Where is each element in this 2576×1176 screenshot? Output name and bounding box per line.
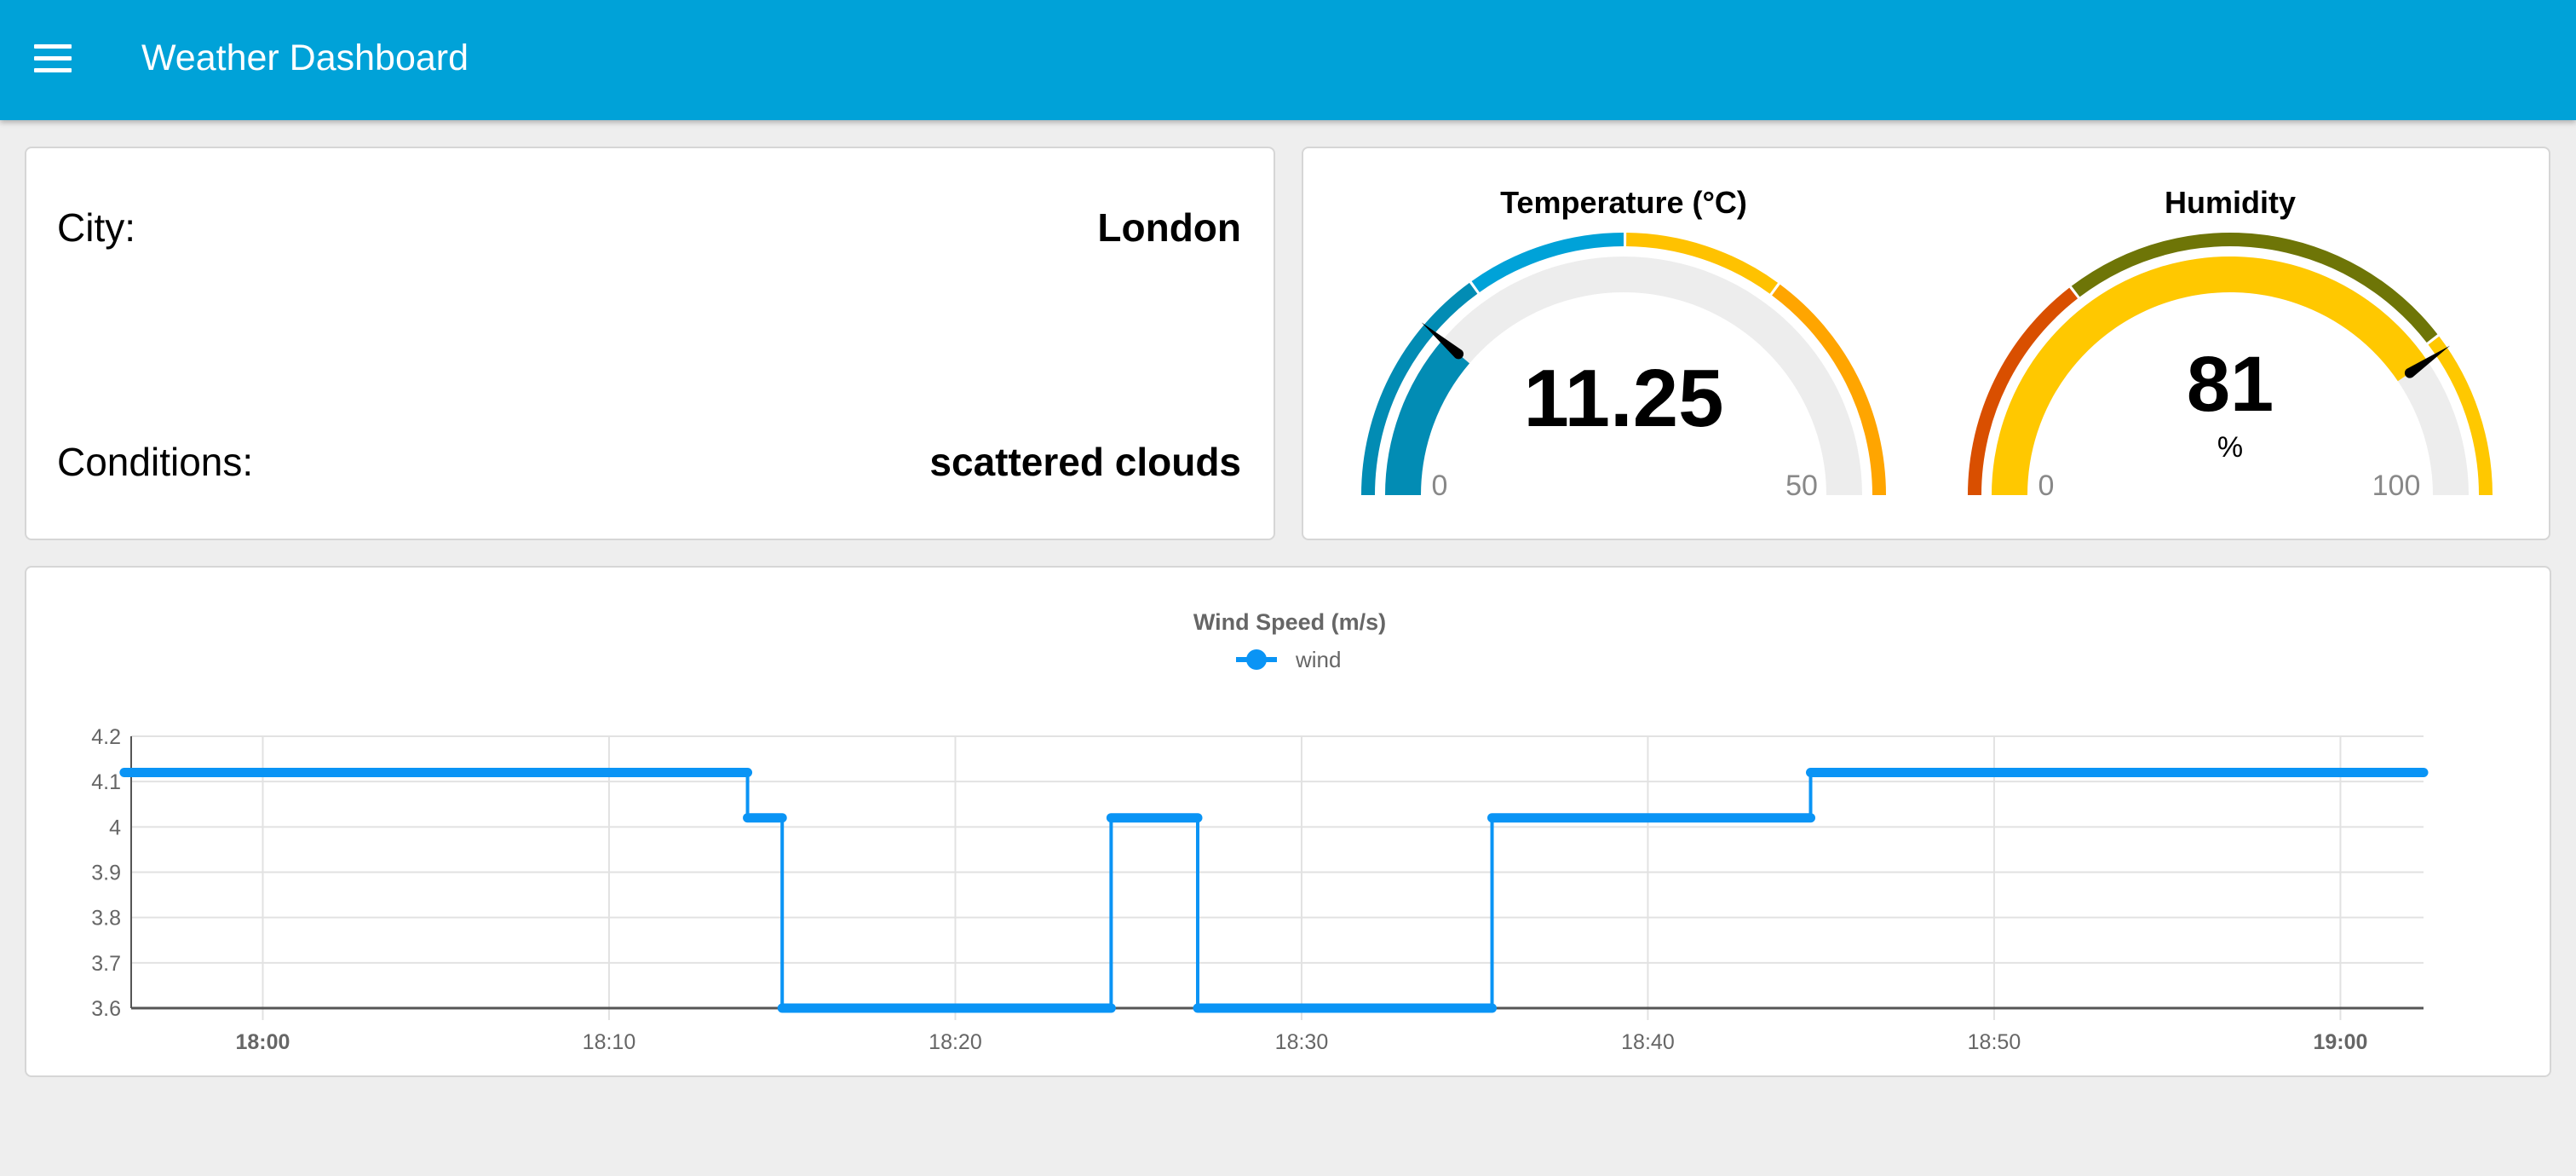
wind-chart-card: Wind Speed (m/s) wind 4.2 4.1 4 3.9 3.8 3.7 3.… bbox=[25, 566, 2551, 1077]
temperature-title: Temperature (°C) bbox=[1500, 185, 1747, 220]
y-tick-label: 3.9 bbox=[91, 862, 121, 885]
temperature-value-fill bbox=[1385, 340, 1470, 495]
x-tick-label: 19:00 bbox=[2313, 1030, 2367, 1054]
humidity-value-fill bbox=[1992, 257, 2428, 495]
x-tick-label: 18:10 bbox=[583, 1030, 636, 1054]
app-title: Weather Dashboard bbox=[141, 37, 469, 78]
y-tick-label: 4 bbox=[109, 816, 121, 839]
x-tick-label: 18:40 bbox=[1621, 1030, 1675, 1054]
humidity-min-label: 0 bbox=[2038, 470, 2055, 502]
temperature-min-label: 0 bbox=[1432, 470, 1448, 502]
temperature-sector-band bbox=[1626, 233, 1779, 294]
gauges: Temperature (°C) 11.25 0 50 Humidity 81 … bbox=[1361, 185, 2493, 502]
temperature-gauge-arcs bbox=[1361, 233, 1886, 495]
legend-label: wind bbox=[1295, 647, 1341, 672]
gauges-card: Temperature (°C) 11.25 0 50 Humidity 81 … bbox=[1302, 147, 2550, 540]
x-tick-label: 18:50 bbox=[1968, 1030, 2021, 1054]
x-tick-label: 18:00 bbox=[235, 1030, 290, 1054]
city-value: London bbox=[1097, 205, 1241, 250]
chart-title: Wind Speed (m/s) bbox=[1193, 609, 1386, 635]
temperature-max-label: 50 bbox=[1785, 470, 1818, 502]
app-header: Weather Dashboard bbox=[0, 0, 2576, 120]
legend-item-wind[interactable]: wind bbox=[1236, 647, 1341, 672]
conditions-value: scattered clouds bbox=[929, 440, 1241, 484]
humidity-max-label: 100 bbox=[2372, 470, 2421, 502]
y-tick-label: 3.7 bbox=[91, 952, 121, 976]
humidity-needle-icon bbox=[2404, 345, 2451, 378]
location-card: City: London Conditions: scattered cloud… bbox=[25, 147, 1275, 540]
x-tick-label: 18:30 bbox=[1275, 1030, 1329, 1054]
x-tick-label: 18:20 bbox=[929, 1030, 982, 1054]
temperature-sector-band bbox=[1471, 233, 1624, 292]
temperature-sector-band bbox=[1361, 282, 1478, 495]
humidity-gauge: Humidity 81 % 0 100 bbox=[1968, 185, 2493, 502]
y-tick-label: 3.8 bbox=[91, 907, 121, 931]
y-tick-label: 4.2 bbox=[91, 725, 121, 749]
y-tick-label: 4.1 bbox=[91, 770, 121, 794]
humidity-gauge-arcs bbox=[1968, 232, 2493, 495]
city-label: City: bbox=[57, 205, 135, 250]
wind-series-line bbox=[124, 770, 2424, 1010]
humidity-value: 81 bbox=[2187, 341, 2274, 428]
humidity-sector-band bbox=[2071, 232, 2438, 343]
temperature-track bbox=[1385, 257, 1862, 495]
y-tick-label: 3.6 bbox=[91, 997, 121, 1021]
temperature-sector-band bbox=[1772, 284, 1886, 495]
wind-chart: Wind Speed (m/s) wind 4.2 4.1 4 3.9 3.8 3.7 3.… bbox=[91, 609, 2429, 1054]
hamburger-menu-icon[interactable] bbox=[34, 44, 72, 75]
temperature-gauge: Temperature (°C) 11.25 0 50 bbox=[1361, 185, 1886, 502]
temperature-needle-icon bbox=[1421, 322, 1464, 360]
humidity-sector-band bbox=[1968, 287, 2079, 495]
legend-marker bbox=[1246, 649, 1267, 670]
humidity-sector-band bbox=[2428, 336, 2493, 495]
humidity-unit: % bbox=[2217, 431, 2243, 464]
humidity-title: Humidity bbox=[2165, 185, 2296, 220]
temperature-value: 11.25 bbox=[1524, 353, 1724, 444]
conditions-label: Conditions: bbox=[57, 440, 254, 484]
